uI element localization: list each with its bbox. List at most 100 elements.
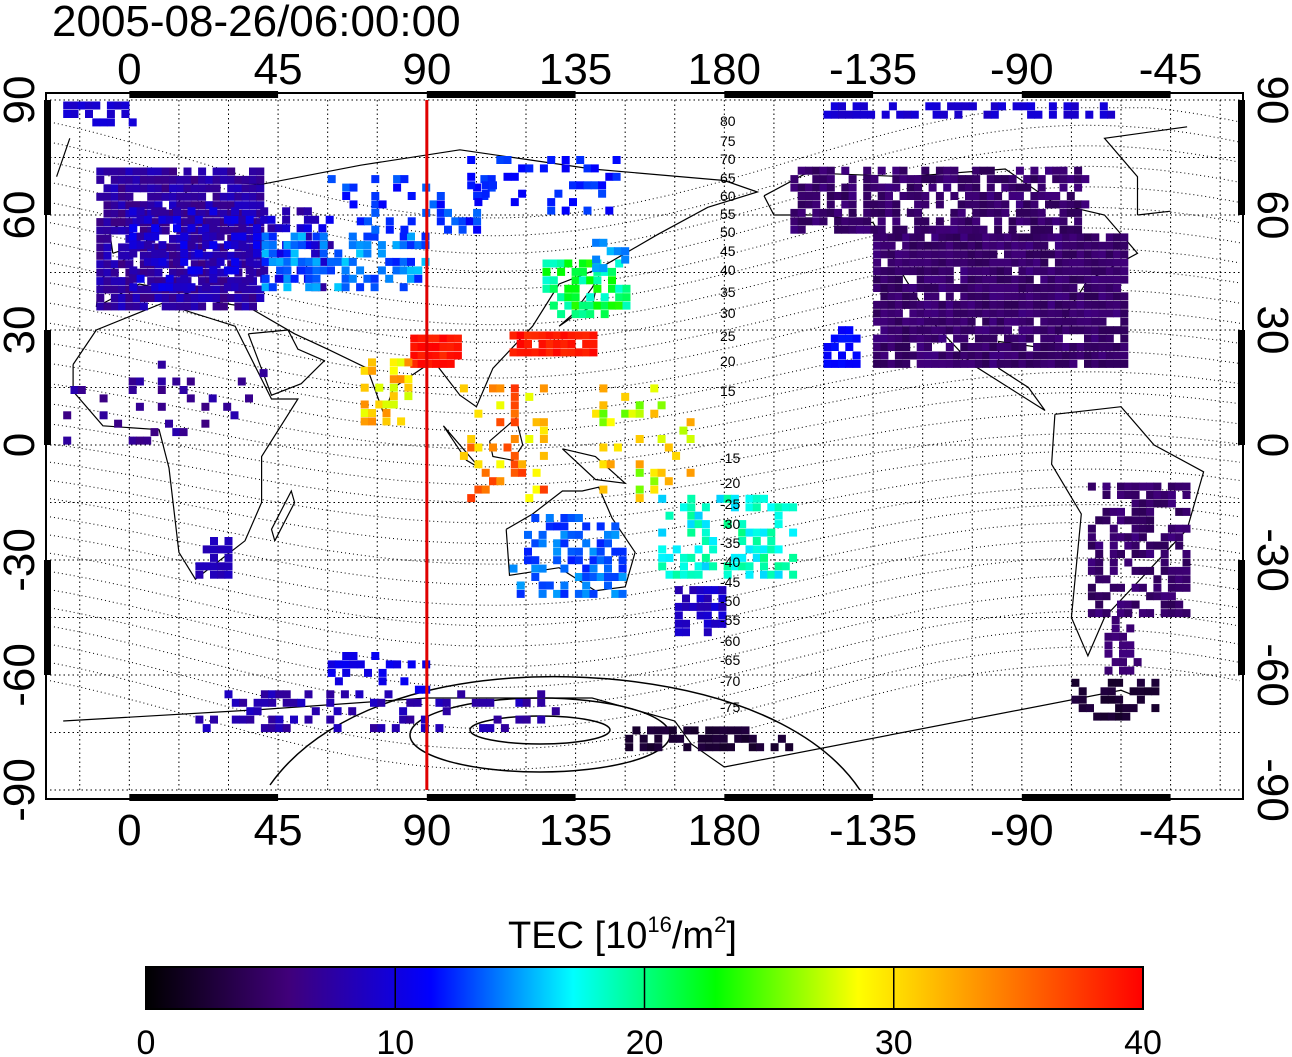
tec-cell bbox=[960, 233, 969, 242]
tec-cell bbox=[173, 257, 181, 266]
coastline bbox=[505, 486, 636, 592]
tec-cell bbox=[510, 468, 519, 477]
tec-cell bbox=[377, 249, 386, 258]
tec-cell bbox=[1160, 566, 1169, 575]
tec-cell bbox=[703, 628, 712, 637]
tec-cell bbox=[231, 257, 240, 266]
tec-cell bbox=[414, 241, 423, 250]
tec-cell bbox=[1062, 241, 1071, 250]
tec-cell bbox=[429, 200, 438, 209]
tec-cell bbox=[1018, 300, 1027, 309]
tec-cell bbox=[1098, 292, 1107, 301]
tec-cell bbox=[986, 208, 995, 217]
tec-cell bbox=[465, 217, 474, 226]
frame-bar-bottom bbox=[1021, 794, 1171, 801]
tec-cell bbox=[496, 401, 505, 410]
tec-cell bbox=[1040, 309, 1049, 318]
tec-cell bbox=[943, 183, 952, 192]
tec-cell bbox=[161, 192, 170, 201]
tec-cell bbox=[169, 184, 177, 193]
tec-cell bbox=[887, 284, 896, 292]
tec-cell bbox=[718, 586, 727, 595]
tec-cell bbox=[1136, 678, 1145, 687]
frame-bar-bottom bbox=[426, 794, 576, 801]
tec-cell bbox=[96, 226, 105, 235]
tec-cell bbox=[446, 359, 455, 368]
tec-cell bbox=[996, 326, 1005, 335]
tec-cell bbox=[1107, 695, 1116, 704]
tec-cell bbox=[1023, 208, 1032, 217]
tec-cell bbox=[1025, 326, 1034, 335]
tec-cell bbox=[424, 351, 433, 360]
tec-cell bbox=[1160, 533, 1169, 542]
tec-cell bbox=[382, 417, 391, 426]
tec-cell bbox=[701, 503, 710, 512]
tec-cell bbox=[1054, 284, 1063, 292]
tec-cell bbox=[945, 317, 954, 326]
tec-cell bbox=[841, 183, 850, 192]
tec-cell bbox=[165, 274, 174, 283]
tec-cell bbox=[510, 172, 519, 181]
tec-cell bbox=[989, 284, 998, 292]
frame-bar-left bbox=[44, 100, 51, 215]
tec-cell bbox=[665, 511, 674, 520]
tec-cell bbox=[157, 402, 166, 411]
tec-cell bbox=[139, 302, 148, 311]
tec-cell bbox=[921, 192, 930, 200]
tec-cell bbox=[493, 715, 502, 724]
tec-cell bbox=[960, 258, 969, 267]
tec-cell bbox=[1146, 524, 1155, 533]
tec-cell bbox=[1025, 359, 1034, 368]
tec-cell bbox=[1113, 300, 1122, 309]
tec-cell bbox=[436, 200, 445, 209]
axis-tick-labels: 0 45 90 135 180 -135 -90 -450 45 90 135 180 -135 -90-… bbox=[0, 45, 1292, 855]
tec-cell bbox=[238, 283, 247, 292]
tec-cell bbox=[621, 247, 630, 256]
tec-cell bbox=[1098, 326, 1107, 335]
tec-cell bbox=[586, 310, 595, 319]
tec-cell bbox=[1008, 175, 1017, 184]
tec-cell bbox=[176, 302, 185, 311]
tec-cell bbox=[894, 250, 903, 259]
tec-cell bbox=[363, 274, 372, 283]
tec-cell bbox=[1129, 704, 1138, 713]
tec-cell bbox=[1052, 192, 1061, 200]
tec-cell bbox=[599, 485, 608, 494]
contour-label: 35 bbox=[720, 284, 736, 300]
tec-cell bbox=[319, 249, 328, 258]
tec-cell bbox=[210, 570, 218, 579]
tec-cell bbox=[198, 302, 207, 311]
tec-cell bbox=[118, 294, 127, 302]
tec-cell bbox=[355, 690, 364, 699]
tec-cell bbox=[1062, 250, 1071, 259]
tec-cell bbox=[986, 175, 995, 184]
tec-cell bbox=[1018, 334, 1027, 343]
tec-cell bbox=[227, 201, 236, 210]
tec-cell bbox=[198, 294, 207, 302]
tec-cell bbox=[154, 277, 163, 286]
tec-cell bbox=[404, 358, 413, 367]
tec-cell bbox=[139, 184, 148, 193]
tec-cell bbox=[334, 677, 343, 686]
tec-cell bbox=[1047, 317, 1056, 326]
tec-cell bbox=[741, 734, 750, 743]
tec-cell bbox=[253, 698, 262, 707]
tec-cell bbox=[479, 698, 488, 707]
tec-cell bbox=[1104, 641, 1113, 650]
tec-cell bbox=[848, 192, 857, 200]
tec-cell bbox=[709, 545, 718, 554]
tec-cell bbox=[1033, 258, 1042, 267]
tec-cell bbox=[887, 300, 896, 309]
tec-cell bbox=[1054, 351, 1063, 360]
mlat-pole-contour bbox=[269, 675, 861, 791]
tec-cell bbox=[582, 589, 591, 598]
tec-cell bbox=[458, 225, 467, 234]
tec-cell bbox=[741, 726, 750, 735]
tec-cell bbox=[914, 225, 923, 234]
right-tick-label: 0 bbox=[1248, 433, 1292, 457]
contour-label: -75 bbox=[720, 699, 740, 715]
tec-cell bbox=[880, 275, 889, 284]
tec-cell bbox=[1175, 575, 1184, 584]
tec-cell bbox=[110, 218, 119, 227]
tec-cell bbox=[576, 181, 585, 190]
